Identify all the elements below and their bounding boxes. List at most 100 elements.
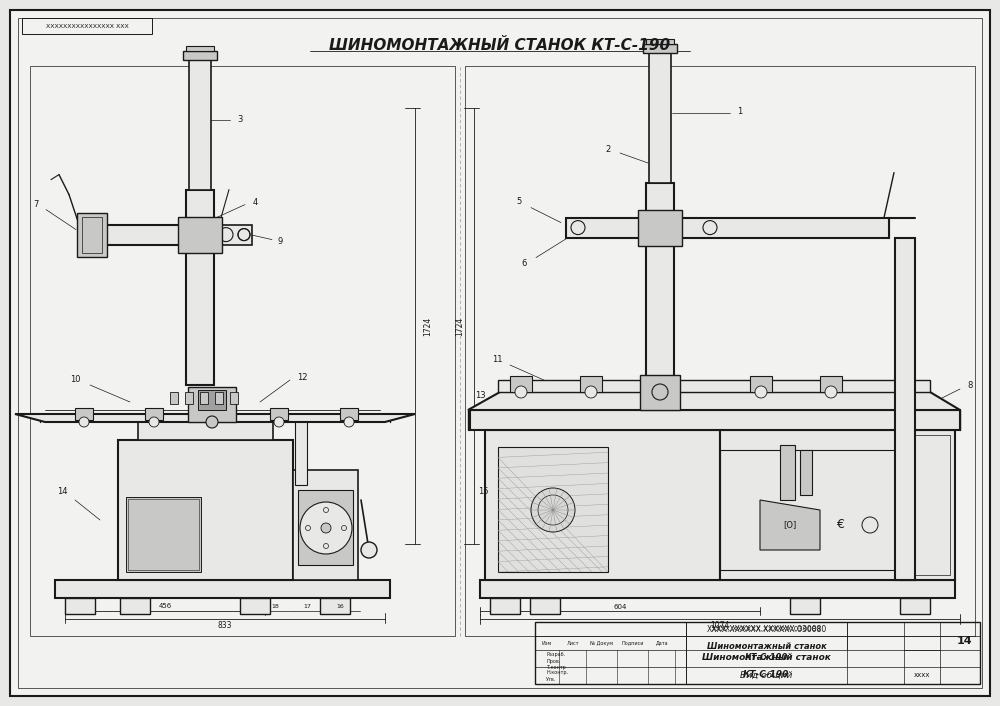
Bar bbox=[128, 499, 199, 570]
Bar bbox=[900, 598, 930, 614]
Text: 7: 7 bbox=[33, 200, 39, 209]
Bar bbox=[646, 39, 674, 44]
Bar bbox=[820, 376, 842, 392]
Bar bbox=[638, 210, 682, 246]
Circle shape bbox=[825, 386, 837, 398]
Text: 15: 15 bbox=[478, 488, 488, 496]
Bar bbox=[183, 51, 217, 60]
Bar bbox=[580, 376, 602, 392]
Bar bbox=[750, 376, 772, 392]
Bar bbox=[138, 422, 273, 440]
Bar bbox=[295, 420, 307, 485]
Text: 14: 14 bbox=[957, 635, 972, 645]
Polygon shape bbox=[468, 392, 960, 410]
Bar bbox=[510, 376, 532, 392]
Text: ХХХХ.ХХХХХХ.ХХХХХХ.030080: ХХХХ.ХХХХХХ.ХХХХХХ.030080 bbox=[706, 625, 827, 634]
Circle shape bbox=[531, 488, 575, 532]
Bar bbox=[65, 598, 95, 614]
Bar bbox=[185, 392, 193, 404]
Bar bbox=[643, 44, 677, 53]
Bar bbox=[22, 18, 152, 34]
Text: 1: 1 bbox=[737, 107, 743, 116]
Bar bbox=[535, 622, 980, 684]
Text: 3: 3 bbox=[237, 116, 243, 124]
Text: 13: 13 bbox=[475, 390, 485, 400]
Text: Дата: Дата bbox=[656, 640, 668, 645]
Bar bbox=[720, 450, 895, 570]
Bar bbox=[186, 46, 214, 51]
Circle shape bbox=[206, 416, 218, 428]
Circle shape bbox=[585, 386, 597, 398]
Circle shape bbox=[361, 542, 377, 558]
Text: 1724: 1724 bbox=[424, 316, 432, 335]
Bar bbox=[800, 450, 812, 495]
Text: 5: 5 bbox=[516, 197, 522, 206]
Bar bbox=[298, 490, 353, 565]
Text: 6: 6 bbox=[521, 259, 527, 268]
Bar bbox=[640, 375, 680, 410]
Bar bbox=[82, 217, 102, 253]
Text: Разраб.: Разраб. bbox=[546, 652, 565, 657]
Bar bbox=[646, 183, 674, 378]
Bar bbox=[198, 390, 226, 410]
Bar bbox=[186, 190, 214, 385]
Text: хххх: хххх bbox=[914, 672, 930, 678]
Text: Вид общий: Вид общий bbox=[740, 671, 793, 680]
Text: ШИНОМОНТАЖНЫЙ СТАНОК КТ-С-190: ШИНОМОНТАЖНЫЙ СТАНОК КТ-С-190 bbox=[329, 39, 671, 54]
Bar bbox=[240, 598, 270, 614]
Bar bbox=[649, 53, 671, 183]
Circle shape bbox=[79, 417, 89, 427]
Bar bbox=[230, 392, 238, 404]
Bar bbox=[189, 60, 211, 190]
Bar bbox=[81, 225, 186, 244]
Text: 18: 18 bbox=[271, 604, 279, 609]
Text: Подписи: Подписи bbox=[622, 640, 644, 645]
Bar bbox=[188, 387, 236, 422]
Text: Т.контр: Т.контр bbox=[546, 665, 566, 670]
Circle shape bbox=[300, 502, 352, 554]
Bar bbox=[498, 447, 608, 572]
Polygon shape bbox=[470, 410, 960, 430]
Text: № Докум: № Докум bbox=[590, 640, 613, 645]
Text: 12: 12 bbox=[297, 373, 307, 383]
Bar bbox=[293, 470, 358, 580]
Text: 456: 456 bbox=[158, 603, 172, 609]
Bar bbox=[200, 392, 208, 404]
Text: 604: 604 bbox=[613, 604, 627, 610]
Bar bbox=[55, 580, 390, 598]
Bar bbox=[215, 392, 223, 404]
Text: КТ-С-190: КТ-С-190 bbox=[745, 654, 788, 662]
Polygon shape bbox=[760, 500, 820, 550]
Bar bbox=[120, 598, 150, 614]
Text: Н.контр.: Н.контр. bbox=[546, 670, 568, 676]
Bar bbox=[178, 217, 222, 253]
Bar bbox=[126, 497, 201, 572]
Text: 11: 11 bbox=[492, 356, 502, 364]
Text: 1724: 1724 bbox=[456, 316, 464, 335]
Text: Пров.: Пров. bbox=[546, 659, 560, 664]
Bar bbox=[895, 238, 915, 580]
Bar bbox=[30, 66, 455, 636]
Bar bbox=[77, 213, 107, 256]
Bar bbox=[530, 598, 560, 614]
Bar bbox=[75, 408, 93, 420]
Text: 833: 833 bbox=[218, 621, 232, 630]
Bar bbox=[485, 430, 720, 580]
Circle shape bbox=[321, 523, 331, 533]
Text: 17: 17 bbox=[303, 604, 311, 609]
Bar bbox=[170, 392, 178, 404]
Text: [O]: [O] bbox=[783, 520, 797, 530]
Bar bbox=[340, 408, 358, 420]
Text: XXXXXXXXXXXXXXXX XXX: XXXXXXXXXXXXXXXX XXX bbox=[46, 23, 128, 28]
Text: КТ-С-190: КТ-С-190 bbox=[743, 670, 790, 679]
Text: 2: 2 bbox=[605, 145, 611, 153]
Bar bbox=[905, 435, 950, 575]
Text: Шиномонтажный станок: Шиномонтажный станок bbox=[707, 642, 826, 652]
Bar bbox=[566, 217, 646, 238]
Circle shape bbox=[149, 417, 159, 427]
Bar bbox=[490, 598, 520, 614]
Text: 10: 10 bbox=[70, 376, 80, 385]
Bar bbox=[480, 580, 955, 598]
Text: ХХХХ.ХХХХХХ.ХХХХХХ.030080: ХХХХ.ХХХХХХ.ХХХХХХ.030080 bbox=[712, 626, 821, 633]
Text: €: € bbox=[836, 518, 844, 532]
